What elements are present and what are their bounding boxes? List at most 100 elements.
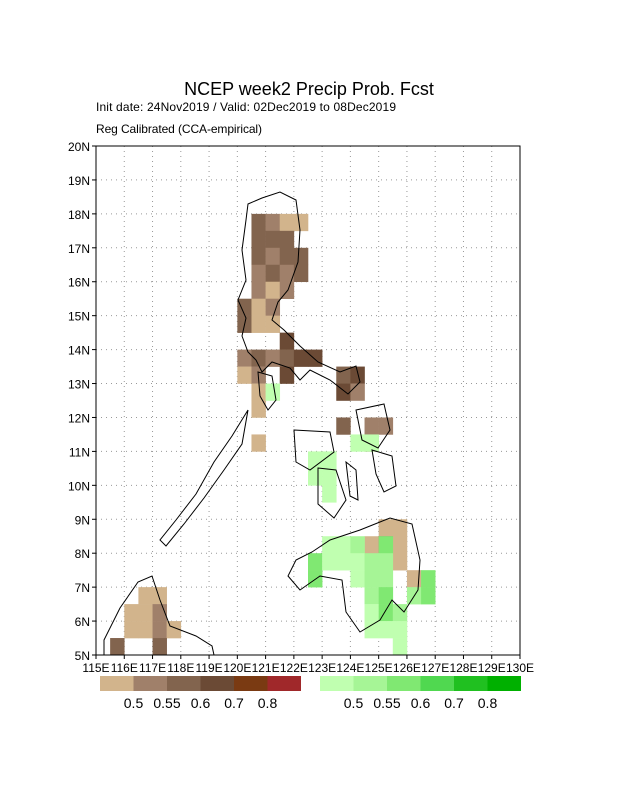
x-tick-label: 125E: [365, 661, 393, 675]
wet-cell: [350, 536, 365, 554]
dry-cell: [406, 570, 422, 588]
dry-cell: [251, 298, 266, 316]
x-tick-label: 122E: [280, 661, 308, 675]
coastline-cebu: [345, 460, 359, 501]
cells: [110, 213, 436, 656]
dry-cell: [251, 213, 266, 232]
dry-cell: [138, 621, 153, 639]
dry-cell: [279, 366, 295, 384]
y-tick-label: 11N: [69, 445, 90, 459]
dry-cell: [336, 417, 351, 435]
wet-cell: [364, 434, 379, 452]
dry-cell: [392, 553, 408, 571]
y-tick-label: 12N: [68, 411, 90, 425]
wet-cell: [322, 451, 337, 469]
dry-cell: [265, 298, 281, 316]
wet-cell: [378, 570, 394, 588]
dry-cell: [392, 536, 408, 554]
legend-label: 0.5: [124, 695, 144, 711]
wet-cell: [350, 570, 365, 588]
map-title: NCEP week2 Precip Prob. Fcst: [184, 79, 434, 99]
legend-swatch: [487, 676, 521, 691]
x-tick-label: 124E: [336, 661, 364, 675]
dry-cell: [265, 230, 281, 249]
y-tick-label: 18N: [68, 208, 90, 222]
legend-swatch: [420, 676, 454, 691]
dry-cell: [152, 638, 167, 656]
dry-cell: [152, 587, 167, 605]
coastline-luzon: [237, 191, 361, 395]
dry-cell: [378, 519, 394, 537]
legend-swatch: [200, 676, 234, 691]
legend-label: 0.55: [373, 695, 400, 711]
dry-cell: [237, 366, 252, 384]
wet-cell: [350, 434, 365, 452]
dry-cell: [251, 281, 266, 299]
wet-cell: [378, 536, 394, 554]
dry-cell: [265, 247, 281, 266]
coastline-mindanao: [287, 517, 421, 633]
y-tick-label: 7N: [75, 581, 90, 595]
x-tick-label: 118E: [167, 661, 194, 675]
dry-cell: [279, 264, 295, 283]
coastline-panay: [293, 429, 335, 471]
dry-cell: [308, 349, 323, 367]
dry-cell: [279, 281, 295, 299]
y-tick-label: 10N: [68, 479, 90, 493]
y-tick-label: 8N: [75, 547, 90, 561]
wet-cell: [378, 587, 394, 605]
legend-swatch: [267, 676, 301, 691]
x-tick-label: 130E: [506, 661, 534, 675]
y-tick-label: 13N: [68, 378, 90, 392]
dry-cell: [251, 349, 266, 367]
wet-cell: [364, 570, 379, 588]
x-tick-label: 129E: [478, 661, 506, 675]
dry-cell: [364, 417, 379, 435]
wet-cell: [378, 621, 394, 639]
dry-cell: [279, 247, 295, 266]
dry-cell: [279, 213, 295, 232]
wet-cell: [350, 553, 365, 571]
wet-cell: [364, 553, 379, 571]
coastline: [103, 191, 421, 656]
wet-cell: [322, 553, 337, 571]
wet-cell: [421, 570, 436, 588]
wet-cell: [336, 536, 351, 554]
wet-cell: [378, 553, 394, 571]
y-tick-label: 16N: [68, 276, 90, 290]
coastline-samar: [355, 403, 391, 449]
coastline-mindoro: [257, 371, 277, 411]
dry-cell: [293, 213, 309, 232]
dry-cell: [293, 264, 309, 283]
dry-cell: [378, 417, 394, 435]
wet-cell: [308, 553, 323, 571]
dry-cell: [279, 332, 295, 350]
wet-cell: [421, 587, 436, 605]
legend-label: 0.6: [191, 695, 211, 711]
wet-cell: [308, 451, 323, 469]
legend-label: 0.55: [153, 695, 180, 711]
x-tick-label: 127E: [421, 661, 449, 675]
dry-cell: [265, 213, 281, 232]
legend-swatch: [353, 676, 387, 691]
dry-cell: [265, 264, 281, 283]
dry-cell: [237, 349, 252, 367]
legend-label: 0.8: [478, 695, 498, 711]
x-tick-label: 120E: [223, 661, 251, 675]
y-tick-label: 9N: [75, 513, 90, 527]
dry-cell: [251, 230, 266, 249]
x-tick-label: 119E: [195, 661, 222, 675]
dry-cell: [265, 281, 281, 299]
y-tick-label: 14N: [68, 344, 90, 358]
wet-cell: [336, 553, 351, 571]
wet-cell: [364, 587, 379, 605]
dry-cell: [124, 621, 139, 639]
y-tick-label: 19N: [68, 174, 90, 188]
wet-cell: [364, 604, 379, 622]
dry-cell: [364, 536, 379, 554]
axes: 115E 116E 117E 118E 119E 120E 121E 122E 123E 124E…: [68, 140, 534, 675]
x-tick-label: 123E: [308, 661, 336, 675]
x-tick-label: 115E: [82, 661, 109, 675]
